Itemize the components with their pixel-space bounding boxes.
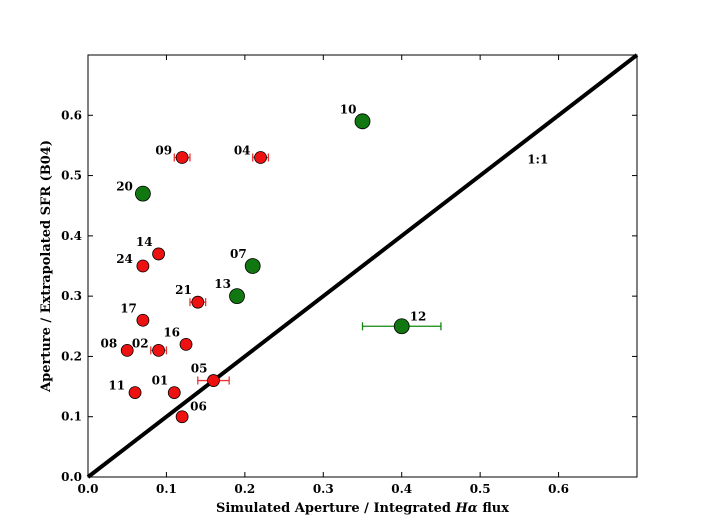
x-axis-title-part-3: flux (478, 501, 509, 516)
x-tick-label: 0.3 (313, 482, 334, 496)
point-label-12: 12 (410, 309, 427, 323)
x-tick-label: 0.1 (156, 482, 177, 496)
point-label-06: 06 (190, 400, 207, 414)
y-axis-title: Aperture / Extrapolated SFR (B04) (39, 140, 54, 393)
point-11 (128, 386, 142, 400)
point-label-13: 13 (214, 277, 231, 291)
y-tick-label: 0.6 (61, 108, 82, 122)
y-tick-label: 0.4 (61, 229, 82, 243)
reference-line-group (86, 53, 639, 479)
point-label-02: 02 (132, 336, 149, 350)
point-label-08: 08 (101, 336, 118, 350)
axes: 0.0 0.1 0.2 0.3 0.4 0.5 0.6 0.0 0.1 0.2 0.3 0.4 0.5 0… (61, 54, 638, 496)
y-tick-label: 0.3 (61, 289, 82, 303)
point-08 (120, 343, 134, 357)
x-tick-label: 0.0 (78, 482, 99, 496)
point-label-16: 16 (163, 325, 180, 339)
point-label-17: 17 (120, 301, 137, 315)
x-tick-label: 0.6 (548, 482, 569, 496)
point-02 (152, 343, 165, 357)
point-10 (354, 113, 371, 130)
point-06 (175, 410, 189, 424)
point-14 (152, 247, 165, 261)
point-17 (136, 313, 150, 327)
point-label-01: 01 (152, 374, 169, 388)
point-label-20: 20 (116, 180, 133, 194)
point-21 (191, 295, 205, 309)
x-tick-label: 0.5 (470, 482, 491, 496)
x-axis-title-part-2: Hα (455, 501, 478, 516)
x-axis-title-part-1: Simulated Aperture / Integrated (216, 501, 456, 516)
point-20 (134, 185, 151, 202)
point-label-04: 04 (234, 143, 251, 157)
y-tick-label: 0.2 (61, 349, 82, 363)
point-label-11: 11 (108, 379, 125, 393)
point-07 (244, 258, 261, 274)
point-label-14: 14 (136, 235, 153, 249)
point-13 (229, 288, 245, 305)
axes-frame (87, 54, 638, 478)
reference-line-label: 1:1 (527, 153, 548, 167)
x-tick-label: 0.4 (391, 482, 412, 496)
point-label-21: 21 (175, 283, 192, 297)
x-axis-title: Simulated Aperture / Integrated Hα flux (216, 501, 509, 516)
data-points (120, 113, 410, 424)
point-16 (179, 337, 193, 351)
point-01 (167, 386, 181, 400)
point-05 (207, 374, 220, 387)
point-09 (175, 151, 189, 164)
reference-line-1-to-1 (86, 53, 639, 479)
point-24 (136, 259, 150, 273)
y-tick-label: 0.1 (61, 410, 82, 424)
point-12 (393, 318, 410, 335)
x-tick-label: 0.2 (234, 482, 255, 496)
point-04 (254, 151, 267, 164)
point-label-09: 09 (155, 143, 172, 157)
y-tick-label: 0.0 (61, 470, 82, 484)
point-label-24: 24 (116, 252, 133, 266)
y-tick-label: 0.5 (61, 169, 82, 183)
point-label-10: 10 (340, 102, 357, 116)
point-label-07: 07 (230, 247, 247, 261)
point-label-05: 05 (191, 362, 208, 376)
